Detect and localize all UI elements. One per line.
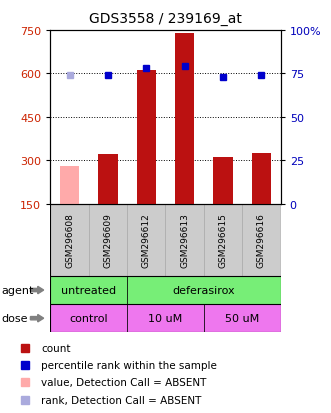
Text: 10 uM: 10 uM bbox=[148, 313, 183, 323]
Text: dose: dose bbox=[2, 313, 28, 323]
Bar bbox=[242, 204, 281, 276]
Bar bbox=[60, 166, 79, 204]
Bar bbox=[175, 33, 194, 204]
Text: control: control bbox=[70, 313, 108, 323]
Text: rank, Detection Call = ABSENT: rank, Detection Call = ABSENT bbox=[41, 395, 202, 405]
Text: GSM296613: GSM296613 bbox=[180, 213, 189, 268]
Bar bbox=[50, 204, 89, 276]
Bar bbox=[50, 276, 127, 304]
Text: deferasirox: deferasirox bbox=[172, 285, 235, 295]
Text: untreated: untreated bbox=[61, 285, 116, 295]
Bar bbox=[127, 276, 281, 304]
Bar bbox=[137, 71, 156, 204]
Bar bbox=[98, 154, 118, 204]
Text: count: count bbox=[41, 343, 71, 353]
Bar bbox=[89, 204, 127, 276]
Bar bbox=[252, 154, 271, 204]
Text: GSM296608: GSM296608 bbox=[65, 213, 74, 268]
Text: GSM296612: GSM296612 bbox=[142, 213, 151, 268]
Bar bbox=[127, 204, 166, 276]
Text: GSM296615: GSM296615 bbox=[218, 213, 228, 268]
Text: GDS3558 / 239169_at: GDS3558 / 239169_at bbox=[89, 12, 242, 26]
Bar bbox=[50, 304, 127, 332]
Text: GSM296609: GSM296609 bbox=[103, 213, 113, 268]
Bar bbox=[204, 304, 281, 332]
Bar bbox=[213, 158, 233, 204]
Bar bbox=[127, 304, 204, 332]
Text: 50 uM: 50 uM bbox=[225, 313, 260, 323]
Bar bbox=[166, 204, 204, 276]
Text: agent: agent bbox=[2, 285, 34, 295]
Text: percentile rank within the sample: percentile rank within the sample bbox=[41, 360, 217, 370]
Text: GSM296616: GSM296616 bbox=[257, 213, 266, 268]
Bar bbox=[204, 204, 242, 276]
Text: value, Detection Call = ABSENT: value, Detection Call = ABSENT bbox=[41, 377, 207, 387]
